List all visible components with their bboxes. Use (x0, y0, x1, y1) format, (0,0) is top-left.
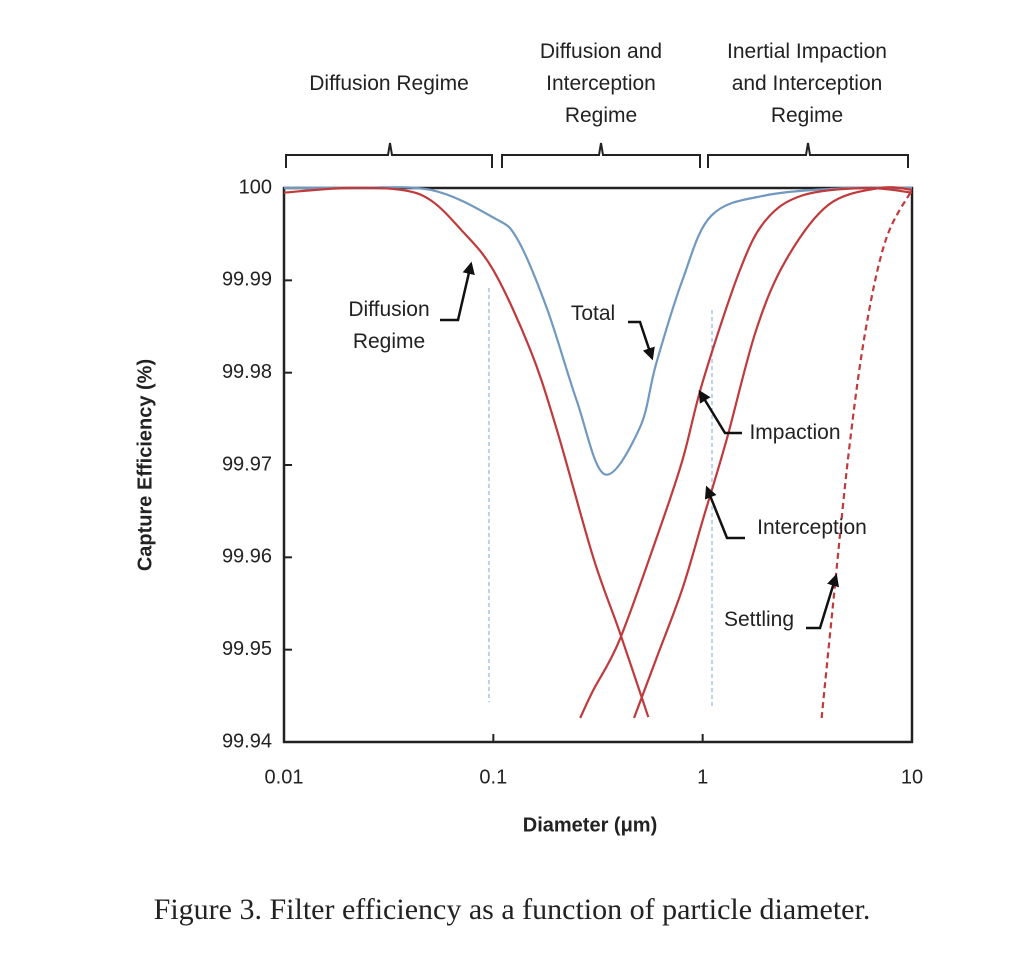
y-tick-label: 99.94 (222, 730, 272, 752)
x-tick-label: 1 (697, 766, 708, 788)
curve-label: Settling (723, 608, 795, 631)
curve-label: Diffusion Regime (348, 298, 430, 353)
x-tick-label: 0.1 (479, 766, 507, 788)
caption: Figure 3. Filter efficiency as a functio… (153, 893, 871, 926)
regime-dividers (488, 288, 713, 706)
line (283, 186, 650, 718)
x-tick-label: 0.01 (265, 766, 304, 788)
annotation-arrow (628, 320, 655, 361)
line (579, 186, 913, 719)
y-tick-label: 99.99 (222, 269, 272, 291)
y-tick-label: 100 (239, 176, 272, 198)
y-axis-label: Capture Efficiency (%) (134, 359, 156, 571)
y-tick-label: 99.96 (222, 546, 272, 568)
x-axis-label: Diameter (μm) (523, 814, 658, 836)
regime-brackets (285, 142, 909, 168)
y-tick-label: 99.98 (222, 361, 272, 383)
curve-label: Total (570, 302, 616, 325)
bracket (501, 142, 701, 168)
regime-label: Diffusion and Interception Regime (539, 40, 663, 127)
line (820, 189, 913, 719)
annotation-arrow (806, 573, 840, 630)
regime-label: Inertial Impaction and Interception Regi… (727, 40, 887, 127)
x-tick-label: 10 (901, 766, 923, 788)
regime-label: Diffusion Regime (309, 72, 469, 95)
line (632, 186, 913, 719)
y-tick-label: 99.97 (222, 453, 272, 475)
annotation-arrow (698, 389, 742, 435)
annotation-arrow (440, 261, 475, 322)
bracket (707, 142, 909, 168)
bracket (285, 142, 493, 168)
line (283, 186, 913, 476)
annotation-arrow (704, 485, 745, 540)
curve-label: Interception (757, 516, 867, 539)
curve-label: Impaction (749, 421, 841, 444)
y-tick-label: 99.95 (222, 638, 272, 660)
